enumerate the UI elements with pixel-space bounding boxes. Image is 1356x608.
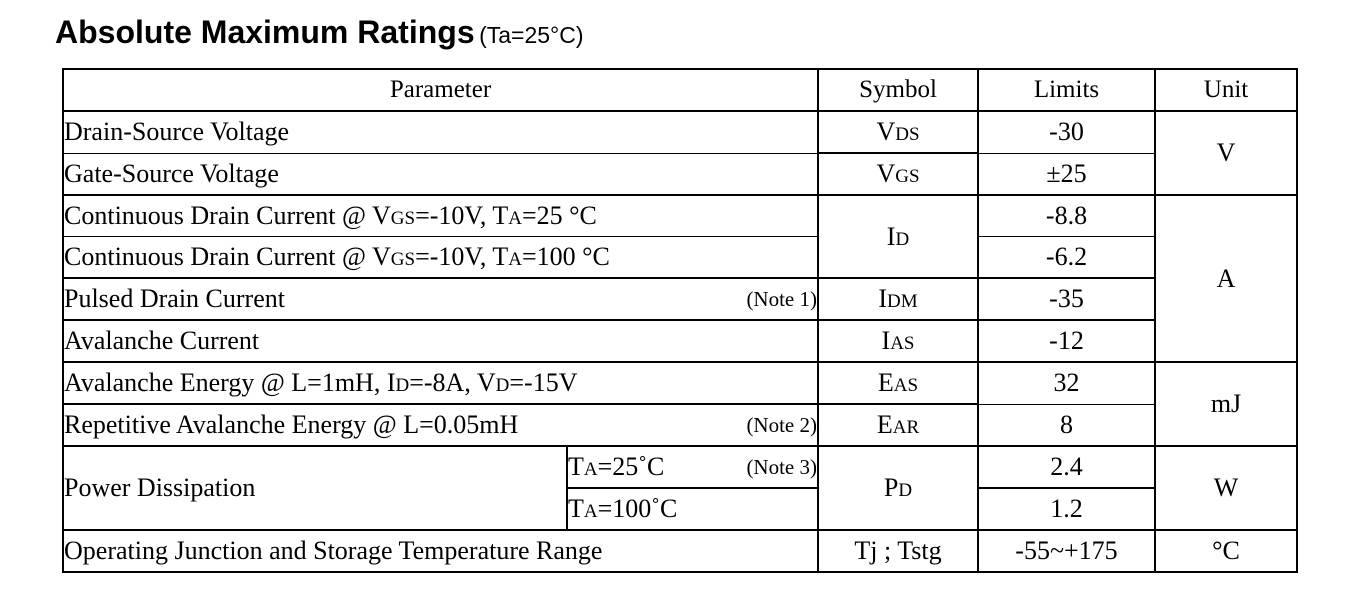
limit-cell: -35 <box>977 277 1156 321</box>
table-row: Power Dissipation TA=25˚C (Note 3) PD 2.4… <box>62 445 1298 531</box>
param-cell: Pulsed Drain Current (Note 1) <box>62 277 819 321</box>
table-row: Gate-Source Voltage VGS ±25 <box>62 152 1297 196</box>
table-row: Avalanche Current IAS -12 <box>62 319 1297 363</box>
col-header-unit: Unit <box>1154 68 1298 112</box>
limit-cell: -55~+175 <box>977 529 1156 573</box>
limit-cell: -8.8 <box>977 194 1156 237</box>
table-row: TA=100˚C 1.2 <box>63 487 1297 531</box>
param-cell: Avalanche Energy @ L=1mH, ID=-8A, VD=-15… <box>62 361 819 405</box>
limit-cell: 32 <box>977 361 1156 405</box>
symbol-cell: VDS <box>817 110 979 154</box>
unit-cell: W <box>1154 445 1298 531</box>
unit-cell: A <box>1154 194 1298 363</box>
param-cell: Avalanche Current <box>62 319 819 363</box>
limit-cell: -6.2 <box>977 236 1156 279</box>
table-row: Pulsed Drain Current (Note 1) IDM -35 <box>62 277 1297 321</box>
param-cell: Gate-Source Voltage <box>62 152 819 196</box>
heading-title: Absolute Maximum Ratings <box>55 14 475 50</box>
symbol-cell: VGS <box>817 152 979 196</box>
note-label: (Note 2) <box>746 412 817 437</box>
symbol-cell: Tj ; Tstg <box>817 529 979 573</box>
param-cell: Power Dissipation <box>62 445 568 531</box>
symbol-cell: IAS <box>817 319 979 363</box>
limit-cell: 2.4 <box>977 445 1156 489</box>
limit-cell: 8 <box>977 403 1156 447</box>
symbol-cell: IDM <box>817 277 979 321</box>
limit-cell: 1.2 <box>977 487 1156 531</box>
symbol-cell: EAR <box>817 403 979 447</box>
table-row: Drain-Source Voltage VDS -30 V <box>62 110 1298 196</box>
param-cell: Operating Junction and Storage Temperatu… <box>62 529 819 573</box>
unit-cell: °C <box>1154 529 1298 573</box>
table-header-row: Parameter Symbol Limits Unit <box>62 68 1298 112</box>
col-header-limits: Limits <box>977 68 1156 112</box>
col-header-parameter: Parameter <box>62 68 819 112</box>
condition-cell: TA=25˚C (Note 3) <box>566 445 819 489</box>
unit-cell: V <box>1154 110 1298 196</box>
symbol-cell: PD <box>817 445 979 531</box>
symbol-cell: EAS <box>817 361 979 405</box>
param-cell: Repetitive Avalanche Energy @ L=0.05mH (N… <box>62 403 819 447</box>
condition-cell: TA=100˚C <box>566 487 819 531</box>
table-row: Operating Junction and Storage Temperatu… <box>62 529 1298 573</box>
table-row: Repetitive Avalanche Energy @ L=0.05mH (N… <box>62 403 1297 447</box>
ratings-table: Parameter Symbol Limits Unit Drain-Sourc… <box>62 68 1298 573</box>
param-cell: Drain-Source Voltage <box>62 110 819 154</box>
table-row: Continuous Drain Current @ VGS=-10V, TA=… <box>62 236 1297 279</box>
section-heading: Absolute Maximum Ratings (Ta=25°C) <box>55 14 584 51</box>
table-row: Avalanche Energy @ L=1mH, ID=-8A, VD=-15… <box>62 361 1298 447</box>
param-cell: Continuous Drain Current @ VGS=-10V, TA=… <box>62 236 819 279</box>
table-row: Continuous Drain Current @ VGS=-10V, TA=… <box>62 194 1298 363</box>
note-label: (Note 1) <box>746 286 817 311</box>
limit-cell: -12 <box>977 319 1156 363</box>
note-label: (Note 3) <box>746 454 817 479</box>
symbol-cell: ID <box>817 194 979 279</box>
heading-condition: (Ta=25°C) <box>479 22 584 48</box>
unit-cell: mJ <box>1154 361 1298 447</box>
limit-cell: ±25 <box>977 152 1156 196</box>
col-header-symbol: Symbol <box>817 68 979 112</box>
param-cell: Continuous Drain Current @ VGS=-10V, TA=… <box>62 194 819 237</box>
limit-cell: -30 <box>977 110 1156 154</box>
